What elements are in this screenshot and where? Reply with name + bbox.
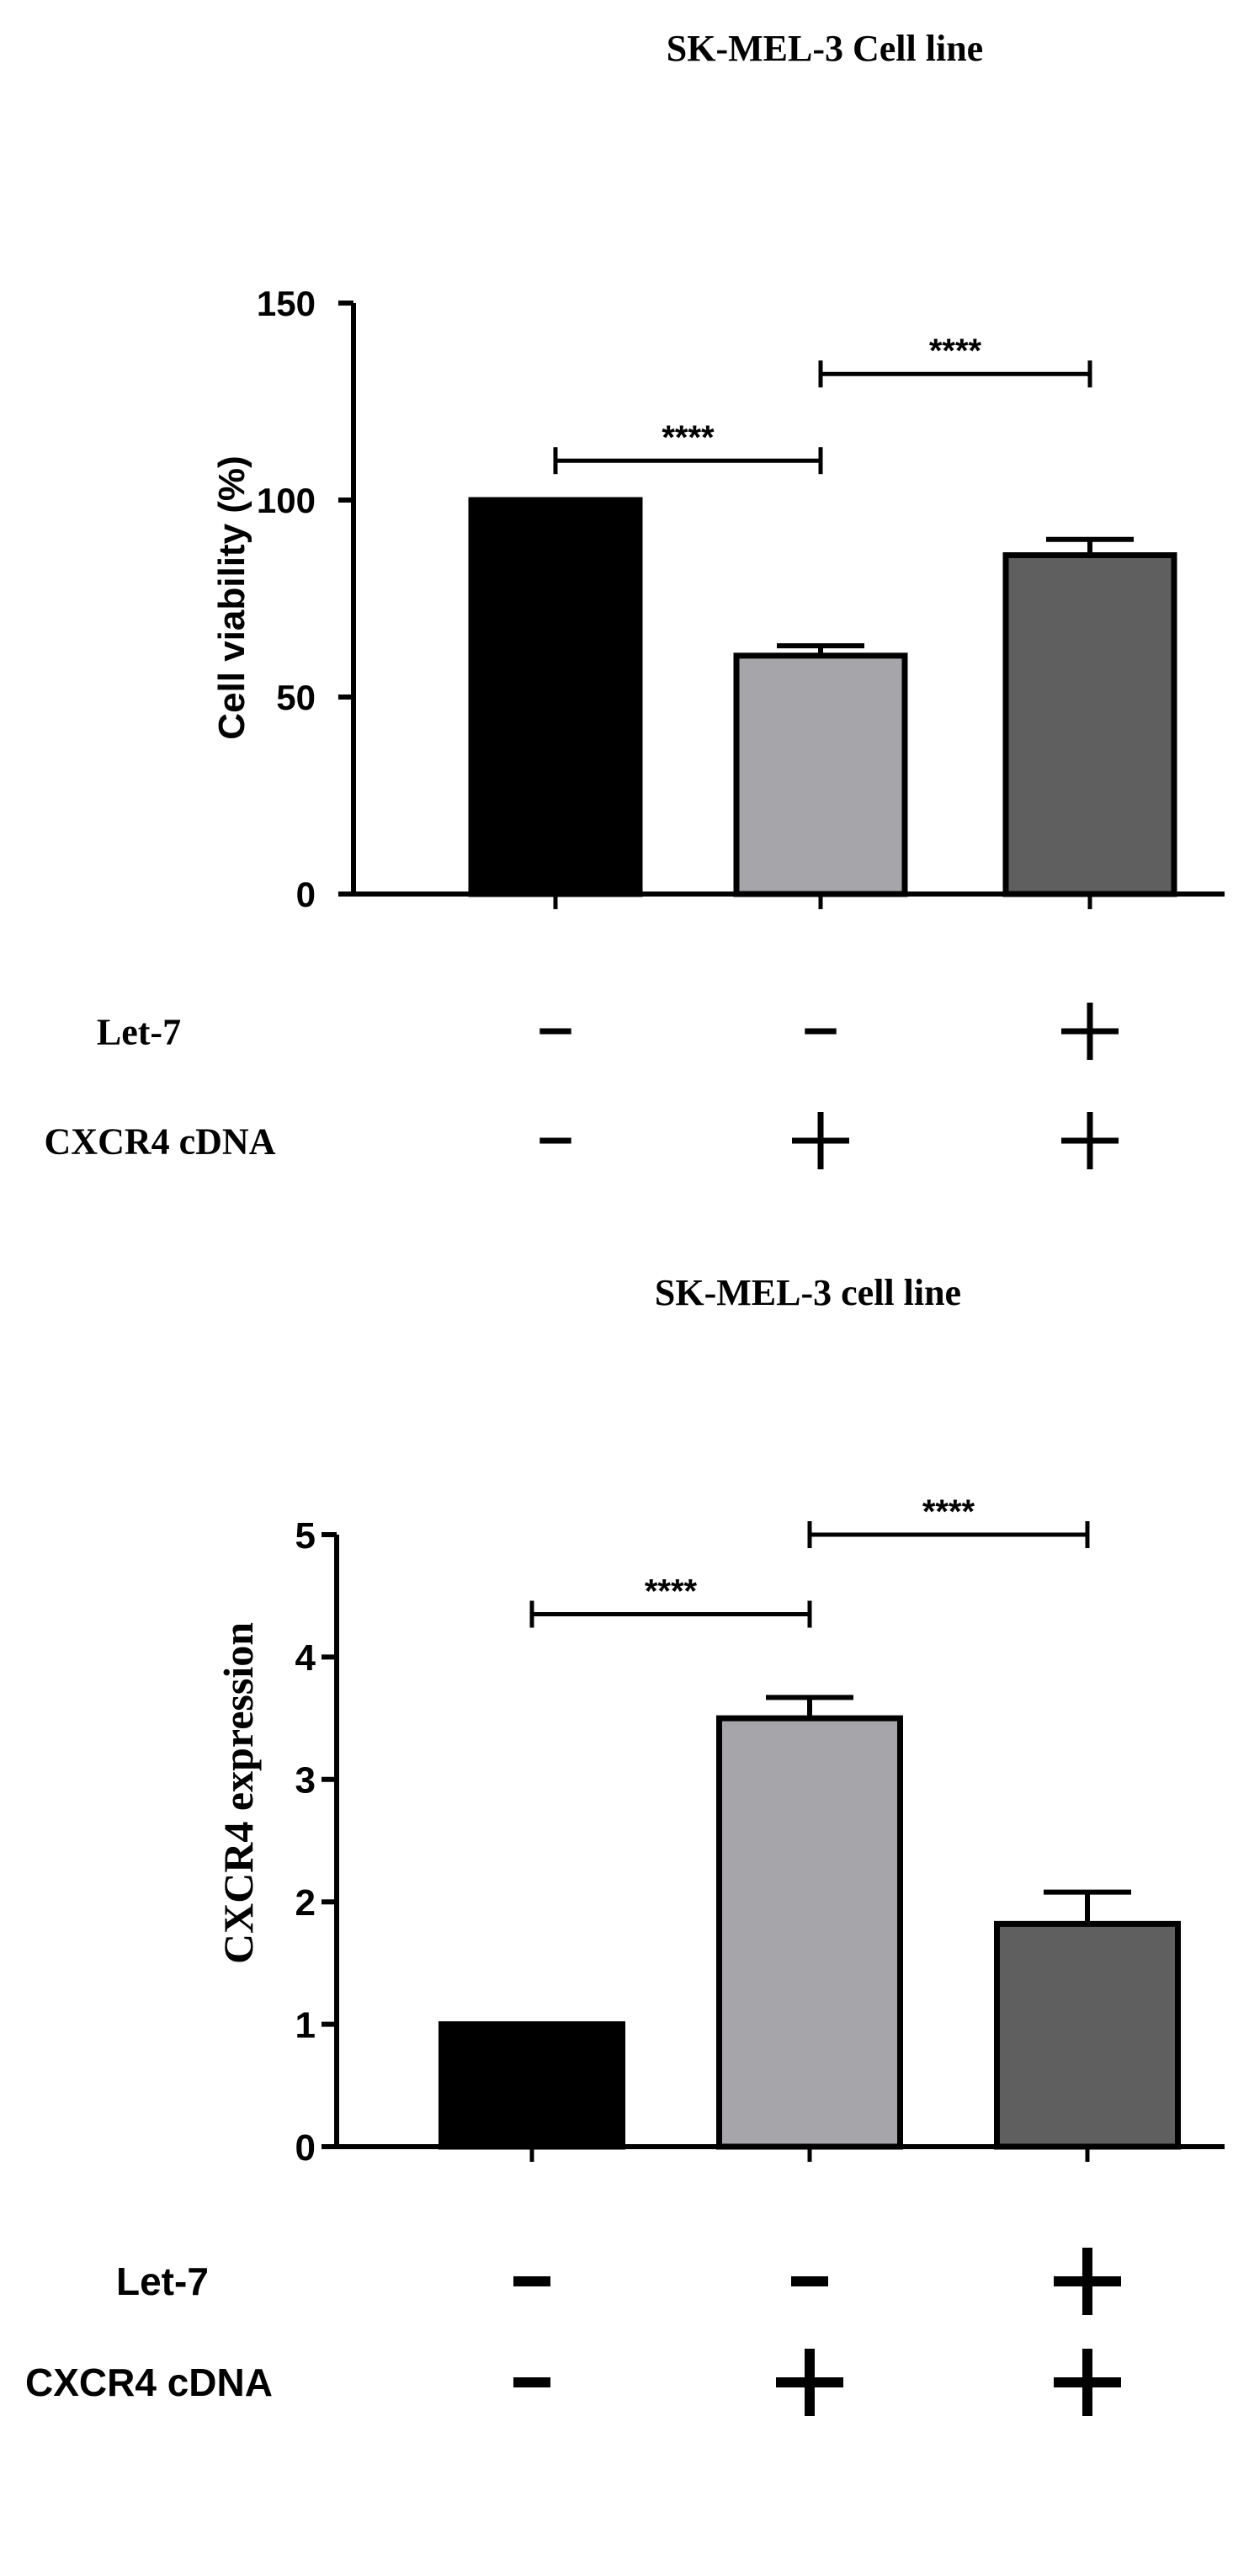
y-tick-label: 3 [295, 1760, 316, 1802]
significance-brackets: **** **** [553, 333, 1092, 475]
y-axis: 0 1 2 3 4 5 [295, 1515, 339, 2169]
plus-sign [776, 2349, 843, 2416]
significance-label: **** [645, 1573, 698, 1610]
treatment-table: Let-7 CXCR4 cDNA [25, 2248, 1121, 2416]
y-axis: 0 50 100 150 [257, 284, 356, 914]
cell-viability-chart: SK-MEL-3 Cell line Cell viability (%) 0 5… [45, 28, 1225, 1169]
significance-label: **** [929, 333, 982, 370]
chart-title: SK-MEL-3 Cell line [667, 28, 983, 69]
y-tick-label: 150 [257, 284, 316, 323]
treatment-label: Let-7 [97, 1011, 181, 1052]
y-axis-label: Cell viability (%) [211, 455, 252, 739]
chart-title: SK-MEL-3 cell line [655, 1272, 961, 1313]
bar [994, 1920, 1181, 2150]
bar [1002, 552, 1177, 897]
plus-sign [1061, 1112, 1119, 1169]
y-tick-label: 0 [296, 875, 316, 914]
treatment-label: CXCR4 cDNA [25, 2360, 273, 2404]
significance-label: **** [662, 419, 715, 456]
treatment-table: Let-7 CXCR4 cDNA [45, 1003, 1119, 1169]
y-tick-label: 0 [295, 2127, 316, 2169]
bar [733, 652, 908, 897]
bar [716, 1715, 903, 2150]
plus-sign [1061, 1003, 1119, 1060]
plus-sign [792, 1112, 849, 1169]
bars [438, 1715, 1181, 2150]
significance-label: **** [922, 1493, 975, 1530]
treatment-label: Let-7 [116, 2259, 209, 2303]
y-tick-label: 1 [295, 2004, 316, 2046]
bars [468, 497, 1177, 897]
error-bars [766, 1695, 1131, 1924]
y-tick-label: 2 [295, 1882, 316, 1924]
error-bars [777, 536, 1134, 656]
y-axis-label: CXCR4 expression [215, 1622, 262, 1964]
y-tick-label: 4 [295, 1637, 316, 1679]
plus-sign [1054, 2248, 1121, 2315]
bar [468, 497, 643, 897]
y-tick-label: 5 [295, 1515, 316, 1557]
cxcr4-expression-chart: SK-MEL-3 cell line CXCR4 expression 0 1 2 3… [25, 1272, 1225, 2416]
bar [438, 2021, 625, 2150]
significance-brackets: **** **** [529, 1493, 1090, 1628]
y-tick-label: 50 [276, 678, 316, 717]
plus-sign [1054, 2349, 1121, 2416]
y-tick-label: 100 [257, 481, 316, 520]
treatment-label: CXCR4 cDNA [45, 1120, 276, 1162]
